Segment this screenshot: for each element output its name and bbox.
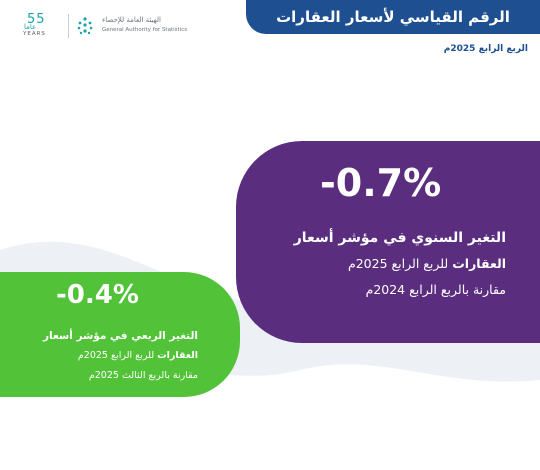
annual-change-card: -0.7% التغير السنوي في مؤشر أسعار العقار… — [236, 141, 540, 343]
annual-change-period-text: للربع الرابع 2025م — [347, 256, 453, 271]
gastat-name-english: General Authority for Statistics — [102, 27, 188, 33]
title-banner: الرقم القياسي لأسعار العقارات — [246, 0, 540, 34]
page-title: الرقم القياسي لأسعار العقارات — [276, 8, 510, 26]
quarterly-change-subject: العقارات — [157, 350, 198, 361]
logo-divider — [68, 14, 69, 38]
period-label: الربع الرابع 2025م — [443, 44, 528, 54]
anniversary-number: 55 — [27, 12, 46, 27]
logo-block: 55 عاما YEARS الهيئة العامة للإحصاء Gene… — [22, 12, 202, 38]
annual-change-period: العقارات للربع الرابع 2025م — [348, 256, 506, 271]
anniversary-logo: 55 عاما YEARS — [22, 12, 62, 38]
quarterly-change-description: التغير الربعي في مؤشر أسعار — [42, 330, 198, 342]
quarterly-change-card: -0.4% التغير الربعي في مؤشر أسعار العقار… — [0, 272, 240, 397]
quarterly-change-value: -0.4% — [56, 280, 139, 310]
annual-change-value: -0.7% — [320, 161, 442, 205]
quarterly-change-period-text: للربع الرابع 2025م — [77, 350, 158, 361]
anniversary-years: YEARS — [23, 31, 46, 37]
annual-change-comparison: مقارنة بالربع الرابع 2024م — [365, 282, 506, 297]
annual-change-subject: العقارات — [452, 256, 506, 271]
gastat-name-arabic: الهيئة العامة للإحصاء — [102, 16, 161, 24]
annual-change-description: التغير السنوي في مؤشر أسعار — [293, 230, 506, 246]
anniversary-word: عاما — [24, 23, 37, 31]
quarterly-change-comparison: مقارنة بالربع الثالث 2025م — [88, 370, 198, 381]
quarterly-change-period: العقارات للربع الرابع 2025م — [78, 350, 198, 361]
gastat-logo-icon — [77, 17, 93, 35]
